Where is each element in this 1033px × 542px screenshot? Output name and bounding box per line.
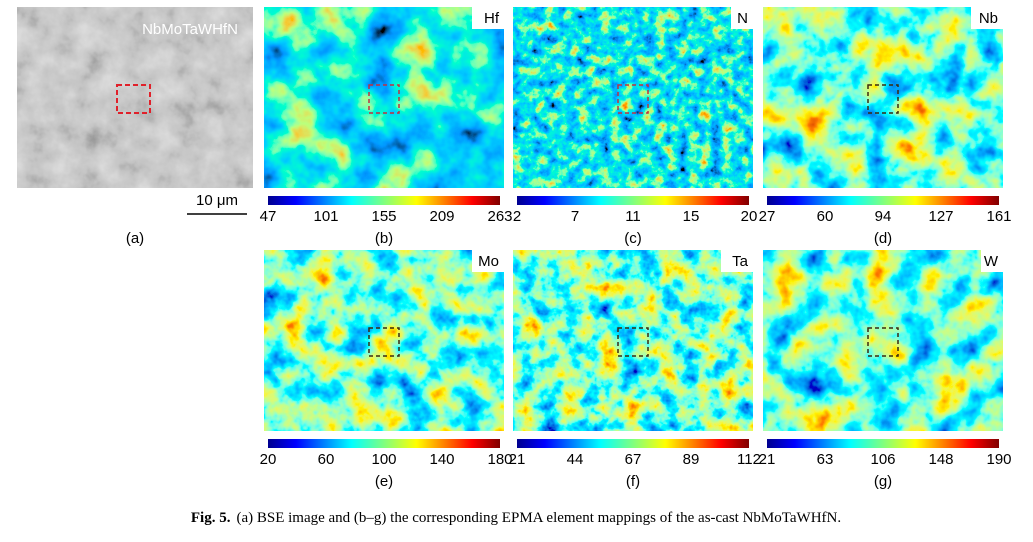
element-label-bg	[981, 250, 1003, 272]
colorbar-tick-label: 101	[313, 208, 338, 225]
colorbar-tick-label: 127	[928, 208, 953, 225]
colorbar-tick-label: 44	[567, 451, 584, 468]
colorbar-tick-label: 15	[683, 208, 700, 225]
element-map	[513, 250, 753, 431]
colorbar	[268, 196, 500, 205]
element-label: Hf	[484, 10, 500, 27]
colorbar-tick-label: 106	[870, 451, 895, 468]
colorbar-tick-label: 27	[759, 208, 776, 225]
sample-label: NbMoTaWHfN	[142, 21, 238, 38]
caption-prefix: Fig. 5.	[191, 510, 231, 526]
panel-label: (b)	[375, 230, 393, 247]
colorbar-tick-label: 161	[986, 208, 1011, 225]
colorbar-tick-label: 11	[625, 208, 641, 225]
roi-box	[368, 327, 400, 357]
colorbar-tick-label: 180	[487, 451, 512, 468]
colorbar-tick-label: 21	[759, 451, 776, 468]
element-label: Nb	[979, 10, 998, 27]
colorbar	[767, 439, 999, 448]
colorbar-tick-label: 60	[318, 451, 335, 468]
colorbar-tick-label: 7	[571, 208, 579, 225]
caption: Fig. 5. (a) BSE image and (b–g) the corre…	[191, 510, 841, 526]
element-map	[513, 7, 753, 188]
colorbar-tick-label: 2	[513, 208, 521, 225]
element-map	[763, 7, 1003, 188]
roi-box	[116, 84, 151, 114]
element-label-bg	[472, 7, 504, 29]
colorbar-tick-label: 47	[260, 208, 277, 225]
element-label-bg	[721, 250, 753, 272]
roi-box	[867, 327, 899, 357]
colorbar-tick-label: 21	[509, 451, 526, 468]
colorbar	[517, 196, 749, 205]
colorbar-tick-label: 148	[928, 451, 953, 468]
element-label: Ta	[732, 253, 749, 270]
colorbar-tick-label: 89	[683, 451, 700, 468]
panel-label: (a)	[126, 230, 144, 247]
bse-image	[17, 7, 253, 188]
colorbar-tick-label: 100	[371, 451, 396, 468]
roi-box	[617, 327, 649, 357]
colorbar-tick-label: 20	[260, 451, 277, 468]
caption-text: (a) BSE image and (b–g) the correspondin…	[236, 510, 841, 526]
element-map	[264, 7, 504, 188]
colorbar-tick-label: 155	[371, 208, 396, 225]
colorbar-tick-label: 20	[741, 208, 758, 225]
colorbar-tick-label: 63	[817, 451, 834, 468]
roi-box	[617, 84, 649, 114]
panel-label: (d)	[874, 230, 892, 247]
roi-box	[867, 84, 899, 114]
colorbar-tick-label: 209	[429, 208, 454, 225]
element-label-bg	[731, 7, 753, 29]
colorbar-tick-label: 94	[875, 208, 892, 225]
element-label: N	[737, 10, 748, 27]
element-label-bg	[472, 250, 504, 272]
colorbar	[268, 439, 500, 448]
colorbar-tick-label: 60	[817, 208, 834, 225]
element-map	[264, 250, 504, 431]
roi-box	[368, 84, 400, 114]
panel-label: (c)	[624, 230, 642, 247]
colorbar-tick-label: 140	[429, 451, 454, 468]
colorbar-tick-label: 190	[986, 451, 1011, 468]
element-map	[763, 250, 1003, 431]
panel-label: (f)	[626, 473, 640, 490]
element-label: Mo	[478, 253, 499, 270]
colorbar-tick-label: 112	[737, 451, 761, 468]
panel-label: (e)	[375, 473, 393, 490]
element-label-bg	[971, 7, 1003, 29]
colorbar-tick-label: 263	[487, 208, 512, 225]
colorbar	[767, 196, 999, 205]
colorbar	[517, 439, 749, 448]
panel-label: (g)	[874, 473, 892, 490]
scale-bar-label: 10 μm	[196, 192, 238, 209]
element-label: W	[984, 253, 999, 270]
colorbar-tick-label: 67	[625, 451, 642, 468]
